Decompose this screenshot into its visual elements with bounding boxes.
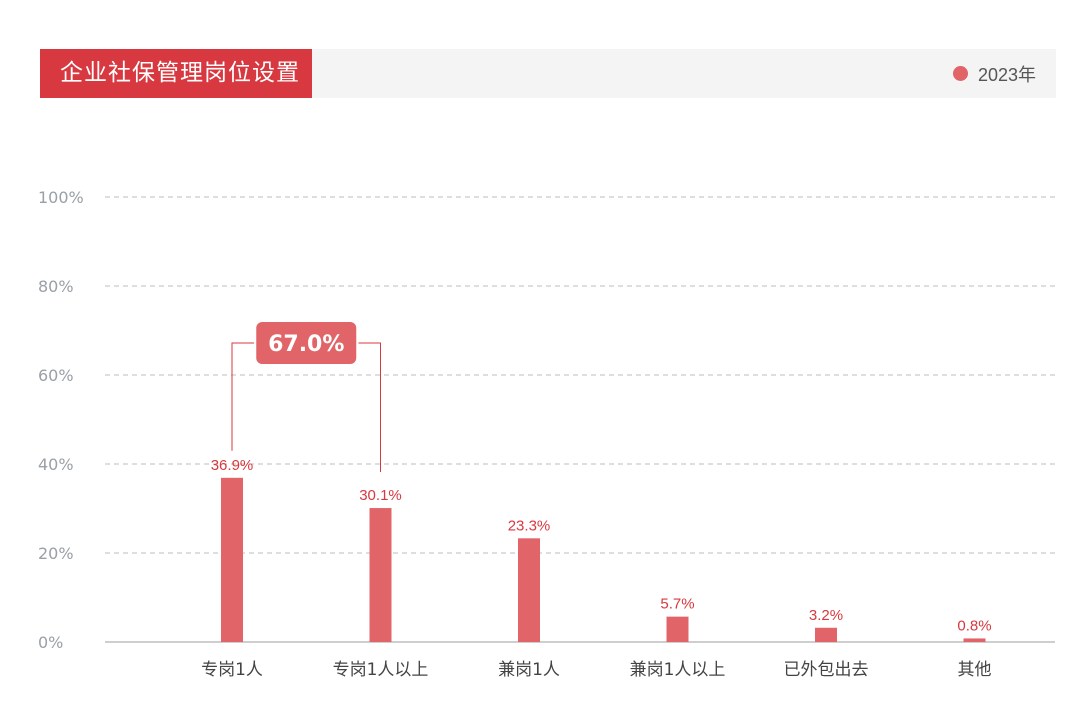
chart-header: 企业社保管理岗位设置 2023年	[40, 49, 1056, 98]
y-tick-label: 60%	[38, 366, 74, 385]
value-label: 23.3%	[508, 517, 551, 534]
y-tick-label: 0%	[38, 633, 63, 652]
legend-marker	[952, 66, 968, 81]
category-label: 兼岗1人以上	[630, 660, 726, 680]
category-label: 兼岗1人	[498, 660, 560, 680]
annotation-box	[256, 322, 357, 364]
legend-label: 2023年	[977, 64, 1036, 85]
value-label: 30.1%	[359, 487, 402, 504]
value-label: 3.2%	[809, 607, 843, 624]
bar	[369, 508, 392, 642]
value-label: 0.8%	[957, 617, 991, 634]
bar	[666, 616, 689, 642]
category-label: 其他	[958, 660, 992, 680]
annotation-bracket-left	[231, 342, 254, 451]
y-tick-label: 20%	[38, 544, 74, 563]
annotation-label: 67.0%	[268, 332, 344, 357]
bar	[518, 538, 540, 642]
category-label: 专岗1人以上	[333, 660, 429, 680]
value-label: 5.7%	[660, 596, 694, 613]
y-tick-label: 100%	[38, 188, 84, 207]
category-label: 已外包出去	[784, 660, 869, 680]
y-tick-label: 40%	[38, 455, 74, 474]
category-label: 专岗1人	[201, 660, 263, 680]
chart-title: 企业社保管理岗位设置	[40, 49, 312, 98]
y-tick-label: 80%	[38, 277, 74, 296]
bar	[221, 477, 243, 642]
bar	[963, 638, 986, 642]
value-label: 36.9%	[211, 457, 254, 474]
bar	[815, 627, 837, 642]
annotation-bracket-right	[358, 342, 381, 473]
legend: 2023年	[952, 49, 1036, 98]
